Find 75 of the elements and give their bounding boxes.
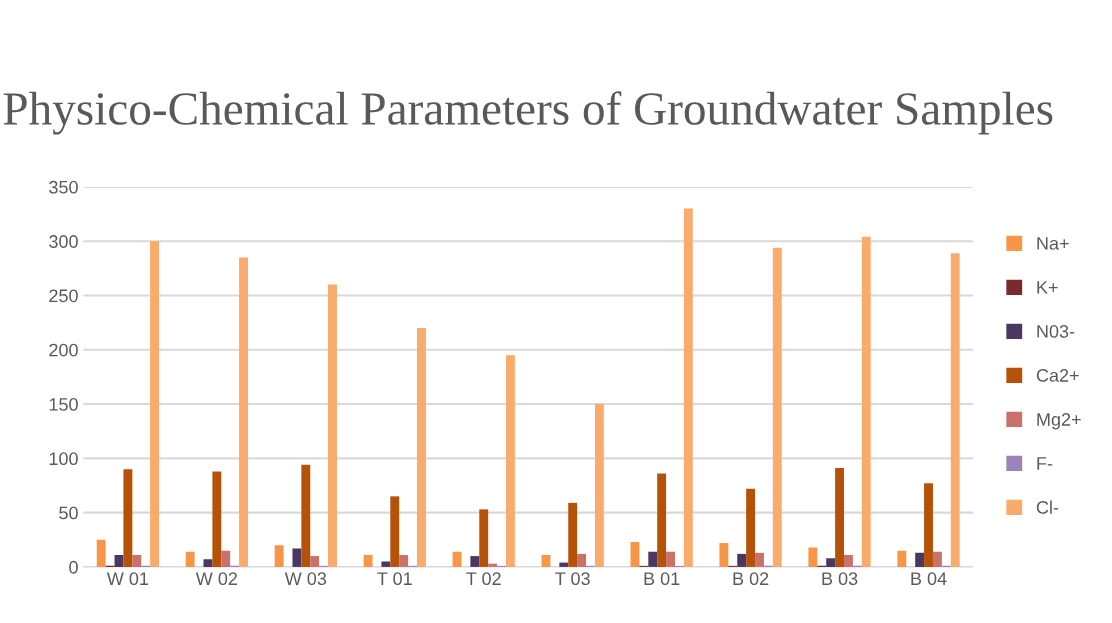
bar xyxy=(826,558,836,567)
bar xyxy=(924,483,933,567)
bar xyxy=(950,253,960,567)
legend-label: Ca2+ xyxy=(1036,369,1079,382)
bar xyxy=(274,545,284,567)
bar xyxy=(577,553,587,567)
x-tick-label: B 04 xyxy=(911,572,947,586)
bar xyxy=(310,556,320,567)
x-tick-label: T 02 xyxy=(466,572,501,586)
y-tick-label: 150 xyxy=(49,397,78,411)
x-tick-label: B 01 xyxy=(644,572,680,586)
bar xyxy=(594,404,604,567)
bar xyxy=(114,554,124,567)
bar xyxy=(417,328,426,567)
bar xyxy=(630,541,640,567)
x-tick-label: W 03 xyxy=(284,572,327,586)
bar xyxy=(212,471,222,567)
x-tick-label: W 02 xyxy=(195,572,237,586)
bar xyxy=(479,509,489,567)
bar xyxy=(657,473,667,567)
legend-label: N03- xyxy=(1037,325,1075,338)
bar xyxy=(835,468,845,567)
bar xyxy=(221,550,231,567)
bar xyxy=(648,551,658,567)
bar xyxy=(399,554,409,567)
bar xyxy=(96,539,106,567)
bar xyxy=(897,550,907,567)
bar xyxy=(301,464,311,567)
bar xyxy=(505,355,515,567)
y-tick-label: 0 xyxy=(69,560,78,574)
bar xyxy=(470,556,480,567)
bar xyxy=(559,562,569,567)
bar xyxy=(292,548,302,567)
bar xyxy=(390,496,400,567)
bar xyxy=(328,284,337,567)
legend-label: F- xyxy=(1037,457,1053,470)
bar xyxy=(772,247,782,567)
bar xyxy=(666,551,675,567)
y-tick-label: 200 xyxy=(49,343,78,357)
bar xyxy=(132,554,142,567)
y-tick-label: 350 xyxy=(49,180,78,194)
bar xyxy=(746,488,756,567)
x-tick-label: W 01 xyxy=(106,572,149,586)
y-tick-label: 50 xyxy=(59,506,78,520)
legend-label: K+ xyxy=(1037,281,1058,294)
bar xyxy=(861,236,871,567)
chart-title: Physico-Chemical Parameters of Groundwater Samples xyxy=(3,91,1053,135)
x-tick-label: B 02 xyxy=(733,572,769,586)
legend-label: Mg2+ xyxy=(1037,413,1081,430)
bar xyxy=(932,551,942,567)
bar xyxy=(381,561,391,567)
bar xyxy=(150,241,160,567)
y-tick-label: 250 xyxy=(49,289,78,303)
bar xyxy=(185,551,195,567)
bar xyxy=(239,257,248,567)
bar xyxy=(915,552,925,567)
bar xyxy=(488,563,498,567)
x-tick-label: B 03 xyxy=(822,572,858,586)
legend-label: Cl- xyxy=(1036,500,1059,514)
bar xyxy=(568,502,578,567)
y-tick-label: 100 xyxy=(49,452,78,466)
bar xyxy=(123,469,133,567)
bar xyxy=(719,543,729,567)
bar xyxy=(844,554,853,567)
bar xyxy=(363,554,373,567)
bar xyxy=(203,559,213,567)
bar xyxy=(683,208,693,567)
x-tick-label: T 03 xyxy=(555,572,590,586)
y-tick-label: 300 xyxy=(49,235,78,248)
bar xyxy=(541,554,551,567)
bar xyxy=(808,547,818,567)
x-tick-label: T 01 xyxy=(377,572,412,586)
bar xyxy=(737,553,747,567)
bar xyxy=(755,552,764,567)
legend-label: Na+ xyxy=(1037,237,1069,250)
